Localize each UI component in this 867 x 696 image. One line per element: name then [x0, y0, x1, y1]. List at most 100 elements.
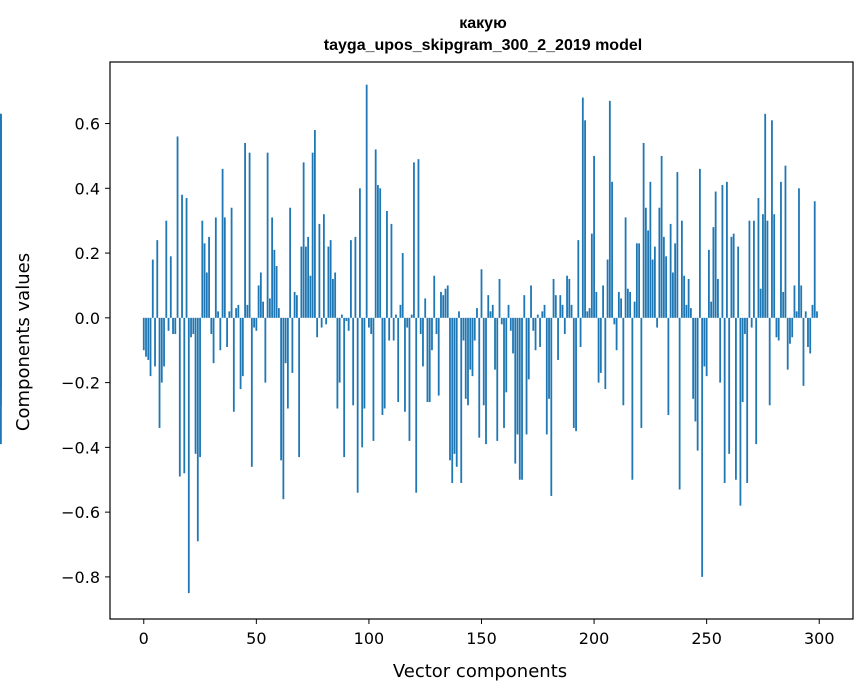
- bar-68: [295, 295, 298, 318]
- bar-72: [304, 246, 307, 318]
- y-axis-label: Components values: [13, 253, 34, 431]
- bar-248: [701, 317, 704, 577]
- bar-19: [185, 198, 188, 318]
- bar-180: [548, 317, 550, 399]
- bar-143: [464, 317, 467, 399]
- bar-94: [354, 236, 357, 318]
- bar-34: [219, 317, 222, 351]
- bar-32: [214, 217, 217, 318]
- bar-247: [699, 168, 701, 318]
- bar-26: [201, 220, 204, 318]
- bar-174: [534, 317, 537, 351]
- bar-66: [291, 317, 294, 373]
- bar-289: [793, 285, 796, 318]
- bar-249: [703, 317, 706, 367]
- bar-171: [527, 317, 530, 380]
- bar-240: [683, 275, 686, 318]
- bar-86: [336, 317, 339, 409]
- bar-64: [286, 317, 289, 409]
- bar-216: [629, 291, 631, 318]
- bar-20: [187, 317, 190, 594]
- bar-193: [577, 240, 580, 318]
- bar-274: [759, 288, 762, 318]
- y-tick-label: −0.8: [61, 568, 100, 587]
- bar-286: [786, 317, 789, 370]
- bar-190: [570, 304, 573, 318]
- bar-6: [156, 240, 159, 318]
- bar-295: [807, 317, 809, 347]
- bar-58: [273, 249, 276, 318]
- bar-245: [694, 317, 697, 422]
- bar-45: [244, 142, 246, 318]
- bar-107: [383, 317, 386, 409]
- bar-253: [712, 227, 715, 318]
- bar-151: [482, 317, 485, 406]
- bar-292: [800, 285, 803, 318]
- bar-152: [485, 317, 487, 445]
- bar-267: [744, 317, 746, 335]
- bar-252: [710, 301, 713, 318]
- bar-39: [230, 207, 233, 318]
- bar-84: [332, 278, 334, 318]
- bar-272: [755, 317, 758, 445]
- bar-46: [246, 304, 249, 318]
- bar-99: [365, 84, 368, 318]
- y-tick-label: −0.4: [61, 438, 100, 457]
- bar-153: [487, 295, 490, 318]
- bar-269: [748, 220, 751, 318]
- bar-116: [404, 317, 406, 412]
- bar-223: [644, 207, 647, 318]
- bar-88: [341, 314, 343, 318]
- bar-276: [764, 113, 767, 318]
- bar-140: [458, 311, 460, 318]
- bar-76: [313, 130, 316, 318]
- bar-36: [223, 217, 226, 318]
- bar-210: [615, 317, 618, 351]
- bar-79: [320, 317, 323, 328]
- bar-59: [275, 266, 278, 318]
- bar-90: [345, 317, 348, 322]
- bar-127: [428, 317, 431, 403]
- bar-288: [791, 317, 794, 338]
- bar-131: [437, 317, 440, 396]
- bar-178: [543, 304, 546, 318]
- bar-232: [665, 256, 668, 318]
- bar-8: [160, 317, 163, 383]
- bar-125: [424, 298, 427, 318]
- bar-69: [298, 317, 301, 458]
- y-tick-label: 0.2: [75, 244, 100, 263]
- bar-54: [264, 317, 267, 383]
- bar-214: [624, 217, 627, 318]
- bar-83: [329, 240, 332, 318]
- bar-157: [496, 317, 499, 441]
- chart-title: какую: [459, 15, 507, 32]
- bar-154: [489, 311, 492, 318]
- bar-109: [388, 317, 391, 341]
- bar-78: [318, 223, 321, 318]
- bar-250: [705, 317, 708, 377]
- bar-229: [658, 207, 661, 318]
- bar-231: [662, 236, 665, 318]
- bar-163: [509, 317, 512, 331]
- bar-undefined: [0, 317, 2, 373]
- bar-137: [451, 317, 454, 483]
- bar-91: [347, 317, 350, 331]
- bar-1: [145, 317, 147, 357]
- bars-group: [0, 84, 818, 594]
- bar-47: [248, 152, 251, 318]
- bar-244: [692, 317, 695, 399]
- bar-221: [640, 317, 643, 428]
- bar-199: [590, 233, 593, 318]
- bar-147: [473, 317, 476, 341]
- bar-113: [397, 317, 400, 403]
- y-tick-label: 0.4: [75, 179, 100, 198]
- bar-166: [516, 317, 519, 435]
- bar-283: [780, 181, 782, 318]
- bar-122: [417, 159, 420, 318]
- bar-50: [255, 317, 258, 331]
- bar-257: [721, 185, 724, 318]
- bar-170: [525, 317, 528, 435]
- bar-82: [327, 246, 330, 318]
- bar-270: [750, 317, 753, 328]
- bar-111: [392, 317, 395, 341]
